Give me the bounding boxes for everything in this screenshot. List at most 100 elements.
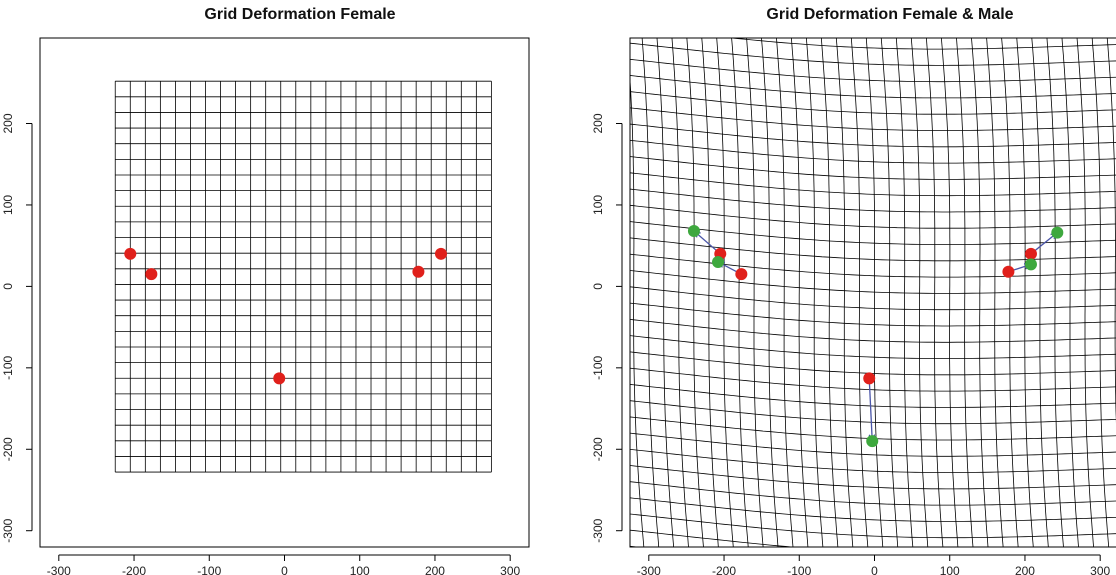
x-tick-label: -200 bbox=[122, 564, 146, 575]
y-tick-label: -100 bbox=[1, 356, 15, 380]
deformed-grid-line-horizontal bbox=[630, 318, 1116, 343]
x-tick-label: -300 bbox=[637, 564, 661, 575]
deformed-grid-line-horizontal bbox=[630, 302, 1116, 327]
deformed-grid-line-vertical bbox=[630, 73, 645, 547]
panel-1-plot bbox=[580, 6, 1116, 547]
landmark-point-female bbox=[735, 268, 748, 281]
deformed-grid-line-vertical bbox=[656, 38, 675, 547]
deformed-grid-line-horizontal bbox=[727, 38, 1116, 50]
landmark-point-female bbox=[863, 372, 876, 385]
panel-0-plot bbox=[114, 80, 492, 473]
deformed-grid-line-horizontal bbox=[630, 139, 1116, 164]
deformed-grid-line-vertical bbox=[1091, 38, 1110, 547]
deformed-grid-line-horizontal bbox=[630, 465, 1116, 490]
y-tick-label: -200 bbox=[1, 437, 15, 461]
chart-title-female-male: Grid Deformation Female & Male bbox=[766, 6, 1014, 23]
landmark-point-male bbox=[866, 435, 879, 448]
landmark-point-female bbox=[1024, 247, 1037, 260]
y-tick-label: 200 bbox=[591, 113, 605, 133]
x-tick-label: 200 bbox=[425, 564, 445, 575]
deformed-grid-line-horizontal bbox=[630, 432, 1116, 457]
deformed-grid-line-vertical bbox=[940, 38, 959, 547]
deformed-grid-line-horizontal bbox=[630, 529, 797, 547]
deformed-grid-line-horizontal bbox=[630, 335, 1116, 360]
deformed-grid-line-horizontal bbox=[630, 351, 1116, 376]
y-tick-label: -100 bbox=[591, 356, 605, 380]
x-tick-label: -200 bbox=[712, 564, 736, 575]
x-tick-label: -100 bbox=[197, 564, 221, 575]
deformed-grid-line-vertical bbox=[595, 7, 614, 545]
landmark-point-male bbox=[1024, 258, 1037, 271]
deformed-grid-line-horizontal bbox=[630, 416, 1116, 441]
deformed-grid-line-vertical bbox=[1046, 38, 1064, 547]
deformed-grid-line-horizontal bbox=[630, 172, 1116, 197]
deformed-grid-line-horizontal bbox=[580, 6, 1116, 33]
deformed-grid-line-horizontal bbox=[630, 481, 1116, 506]
y-tick-label: -300 bbox=[591, 518, 605, 542]
deformed-grid-line-horizontal bbox=[630, 237, 1116, 262]
deformed-grid-line-vertical bbox=[731, 38, 749, 547]
deformed-grid-line-horizontal bbox=[630, 75, 1116, 99]
deformed-grid-line-vertical bbox=[1061, 38, 1079, 547]
chart-title-female: Grid Deformation Female bbox=[204, 6, 396, 23]
deformed-grid-line-vertical bbox=[1001, 38, 1019, 547]
x-tick-label: 100 bbox=[350, 564, 370, 575]
deformed-grid-line-vertical bbox=[986, 38, 1004, 547]
deformed-grid-line-horizontal bbox=[630, 204, 1116, 229]
deformed-grid-line-vertical bbox=[686, 38, 704, 547]
deformed-grid-line-horizontal bbox=[630, 123, 1116, 148]
deformed-grid-line-vertical bbox=[761, 38, 779, 547]
plot-frame bbox=[629, 37, 1116, 548]
deformed-grid-line-horizontal bbox=[630, 286, 1116, 311]
landmark-point-landmarks bbox=[434, 247, 447, 260]
landmark-point-male bbox=[687, 225, 700, 238]
landmark-point-landmarks bbox=[273, 372, 286, 385]
deformed-grid-line-vertical bbox=[956, 38, 974, 547]
deformed-grid-line-horizontal bbox=[630, 91, 1116, 115]
y-tick-label: 0 bbox=[1, 283, 15, 290]
x-tick-label: 0 bbox=[871, 564, 878, 575]
deformed-grid-line-horizontal bbox=[630, 156, 1116, 180]
x-tick-label: 100 bbox=[940, 564, 960, 575]
y-tick-label: 100 bbox=[1, 195, 15, 215]
deformed-grid-line-vertical bbox=[1016, 38, 1034, 547]
deformed-grid-line-horizontal bbox=[630, 221, 1116, 245]
deformed-grid-line-vertical bbox=[776, 38, 794, 547]
y-tick-label: -200 bbox=[591, 437, 605, 461]
deformed-grid-line-vertical bbox=[610, 9, 629, 547]
deformed-grid-line-vertical bbox=[1106, 38, 1116, 424]
deformed-grid-line-vertical bbox=[895, 38, 914, 547]
deformed-grid-line-vertical bbox=[880, 38, 899, 547]
x-tick-label: 300 bbox=[500, 564, 520, 575]
landmark-point-female bbox=[1002, 265, 1015, 278]
displacement-arrow bbox=[868, 378, 873, 442]
x-tick-label: -300 bbox=[47, 564, 71, 575]
x-tick-label: -100 bbox=[787, 564, 811, 575]
landmark-point-landmarks bbox=[412, 265, 425, 278]
y-tick-label: 100 bbox=[591, 195, 605, 215]
deformed-grid-line-vertical bbox=[865, 38, 884, 547]
landmark-point-male bbox=[1051, 226, 1064, 239]
deformed-grid-line-horizontal bbox=[630, 400, 1116, 425]
deformed-grid-line-horizontal bbox=[630, 42, 1116, 66]
deformed-grid-line-vertical bbox=[671, 38, 689, 547]
deformed-grid-line-horizontal bbox=[630, 448, 1116, 473]
deformed-grid-line-horizontal bbox=[630, 513, 1116, 539]
y-tick-label: 0 bbox=[591, 283, 605, 290]
deformed-grid-line-vertical bbox=[1076, 38, 1094, 547]
deformed-grid-line-horizontal bbox=[630, 384, 1116, 408]
deformed-grid-line-vertical bbox=[910, 38, 929, 547]
deformed-grid-line-horizontal bbox=[630, 107, 1116, 131]
deformed-grid-line-vertical bbox=[820, 38, 839, 547]
deformed-grid-line-vertical bbox=[850, 38, 869, 547]
x-tick-label: 0 bbox=[281, 564, 288, 575]
deformed-grid-line-vertical bbox=[791, 38, 809, 547]
deformed-grid-line-horizontal bbox=[630, 58, 1116, 83]
y-tick-label: -300 bbox=[1, 518, 15, 542]
landmark-point-male bbox=[712, 255, 725, 268]
landmark-point-landmarks bbox=[124, 247, 137, 260]
deformed-grid-line-vertical bbox=[805, 38, 824, 547]
deformed-grid-line-vertical bbox=[1031, 38, 1049, 547]
deformed-grid-line-horizontal bbox=[630, 497, 1116, 522]
deformed-grid-line-vertical bbox=[971, 38, 989, 547]
